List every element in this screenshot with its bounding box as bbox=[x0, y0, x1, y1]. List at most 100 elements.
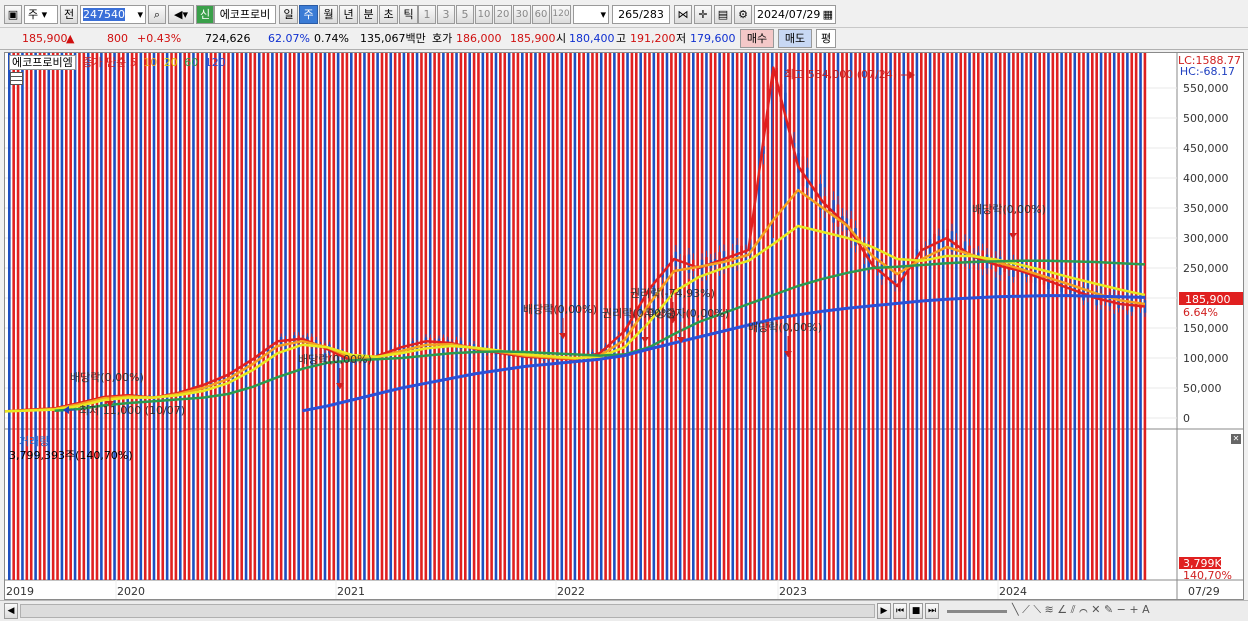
low-price: 179,600 bbox=[690, 32, 736, 45]
volume-bar bbox=[972, 53, 976, 580]
candle-body bbox=[214, 379, 217, 384]
price-tick-label: 100,000 bbox=[1183, 352, 1229, 365]
scroll-bar[interactable]: ◀ ▶ ⏮ ■ ⏭ ╲ ⟋ ⟍ ≋ ∠ ⫽ ⌒ ✕ ✎ − + A bbox=[0, 600, 1248, 621]
volume-bar bbox=[920, 53, 923, 580]
cross-tool-icon[interactable]: ✕ bbox=[1091, 603, 1101, 616]
period-month[interactable]: 월 bbox=[319, 5, 338, 24]
sell-button[interactable]: 매도 bbox=[778, 29, 812, 48]
price-tick-label: 50,000 bbox=[1183, 382, 1222, 395]
volume-bar bbox=[446, 53, 450, 580]
crosshair-icon[interactable]: ✛ bbox=[694, 5, 712, 24]
period-day[interactable]: 일 bbox=[279, 5, 298, 24]
scroll-right-icon[interactable]: ▶ bbox=[877, 603, 891, 619]
num-30[interactable]: 30 bbox=[513, 5, 531, 24]
volume-bar bbox=[249, 53, 252, 580]
volume-bar bbox=[293, 53, 296, 580]
volume-close-icon[interactable]: ✕ bbox=[1231, 434, 1241, 444]
save-icon[interactable]: ▤ bbox=[714, 5, 732, 24]
volume-bar bbox=[433, 53, 436, 580]
num-3[interactable]: 3 bbox=[437, 5, 455, 24]
volume-bar bbox=[507, 53, 511, 580]
compare-icon[interactable]: ⋈ bbox=[674, 5, 692, 24]
volume-bar bbox=[578, 53, 581, 580]
buy-button[interactable]: 매수 bbox=[740, 29, 774, 48]
candle-body bbox=[613, 341, 616, 343]
legend-stock-name[interactable]: 에코프로비엠 bbox=[9, 55, 76, 70]
volume-bar bbox=[21, 53, 24, 580]
stop-icon[interactable]: ■ bbox=[909, 603, 923, 619]
window-menu-icon[interactable]: ▣ bbox=[4, 5, 22, 24]
period-year[interactable]: 년 bbox=[339, 5, 358, 24]
volume-bar bbox=[806, 53, 809, 580]
speaker-icon[interactable]: ◀▾ bbox=[168, 5, 194, 24]
volume-bar bbox=[906, 53, 910, 580]
price-tick-label: 350,000 bbox=[1183, 202, 1229, 215]
count-field[interactable]: 265/283 bbox=[612, 5, 670, 24]
fib-tool-icon[interactable]: ≋ bbox=[1044, 603, 1054, 616]
volume-bar bbox=[126, 53, 129, 580]
price-tick-label: 400,000 bbox=[1183, 172, 1229, 185]
volume-bar bbox=[200, 53, 204, 580]
scroll-track[interactable] bbox=[20, 604, 875, 618]
angle-tool-icon[interactable]: ∠ bbox=[1057, 603, 1068, 616]
volume-bar bbox=[266, 53, 270, 580]
open-price: 180,400 bbox=[569, 32, 615, 45]
low-note-head bbox=[63, 406, 69, 414]
candle-body bbox=[275, 340, 279, 349]
date-input[interactable]: 2024/07/29 ▦ bbox=[754, 5, 836, 24]
period-second[interactable]: 초 bbox=[379, 5, 398, 24]
trend-tool-icon[interactable]: ⟍ bbox=[1033, 603, 1042, 616]
channel-tool-icon[interactable]: ⫽ bbox=[1070, 603, 1076, 616]
volume-bar bbox=[643, 53, 647, 580]
zoom-slider[interactable] bbox=[947, 610, 1007, 613]
first-page-icon[interactable]: ⏮ bbox=[893, 603, 907, 619]
num-5[interactable]: 5 bbox=[456, 5, 474, 24]
volume-bar bbox=[946, 53, 949, 580]
zoom-in-icon[interactable]: + bbox=[1129, 603, 1139, 616]
volume-bar bbox=[727, 53, 730, 580]
stock-code-input[interactable]: 247540 ▾ bbox=[80, 5, 146, 24]
flat-button[interactable]: 평 bbox=[816, 29, 836, 48]
volume-bar bbox=[319, 53, 322, 580]
volume-bar bbox=[271, 53, 274, 580]
candle-body bbox=[236, 370, 239, 372]
volume-bar bbox=[222, 53, 226, 580]
scroll-left-icon[interactable]: ◀ bbox=[4, 603, 18, 619]
market-select[interactable]: 주 ▾ bbox=[24, 5, 58, 24]
volume-bar bbox=[95, 53, 99, 580]
chart-panel[interactable]: 550,000 500,000 450,000 400,000 350,000 300,0… bbox=[4, 52, 1244, 600]
num-60[interactable]: 60 bbox=[532, 5, 550, 24]
volume-bar bbox=[722, 53, 726, 580]
current-volume-pct: 140,70% bbox=[1183, 569, 1232, 582]
volume-bar bbox=[494, 53, 498, 580]
pen-tool-icon[interactable]: ✎ bbox=[1103, 603, 1114, 616]
ma-line-60 bbox=[54, 259, 1146, 413]
num-1[interactable]: 1 bbox=[418, 5, 436, 24]
period-minute[interactable]: 분 bbox=[359, 5, 378, 24]
candle-body bbox=[670, 255, 673, 274]
num-120[interactable]: 120 bbox=[551, 5, 571, 24]
table-icon[interactable] bbox=[10, 72, 23, 85]
num-20[interactable]: 20 bbox=[494, 5, 512, 24]
line-tool-icon[interactable]: ╲ bbox=[1012, 603, 1019, 616]
volume-bar bbox=[363, 53, 366, 580]
volume-bar bbox=[893, 53, 897, 580]
chart-canvas[interactable]: 550,000500,000450,000400,000350,000300,0… bbox=[5, 53, 1243, 599]
volume-bar bbox=[1095, 53, 1098, 580]
text-tool-icon[interactable]: A bbox=[1142, 603, 1150, 616]
settings-icon[interactable]: ⚙ bbox=[734, 5, 752, 24]
volume-bar bbox=[108, 53, 112, 580]
search-icon[interactable]: ⌕ bbox=[148, 5, 166, 24]
volume-bar bbox=[407, 53, 410, 580]
candle-body bbox=[639, 300, 642, 314]
period-tick[interactable]: 틱 bbox=[399, 5, 418, 24]
ray-tool-icon[interactable]: ⟋ bbox=[1022, 603, 1030, 616]
num-10[interactable]: 10 bbox=[475, 5, 493, 24]
zoom-out-icon[interactable]: − bbox=[1116, 603, 1126, 616]
volume-bar bbox=[323, 53, 327, 580]
arc-tool-icon[interactable]: ⌒ bbox=[1079, 603, 1088, 616]
last-page-icon[interactable]: ⏭ bbox=[925, 603, 939, 619]
period-week[interactable]: 주 bbox=[299, 5, 318, 24]
interval-input[interactable]: ▾ bbox=[573, 5, 609, 24]
prev-button[interactable]: 전 bbox=[60, 5, 78, 24]
